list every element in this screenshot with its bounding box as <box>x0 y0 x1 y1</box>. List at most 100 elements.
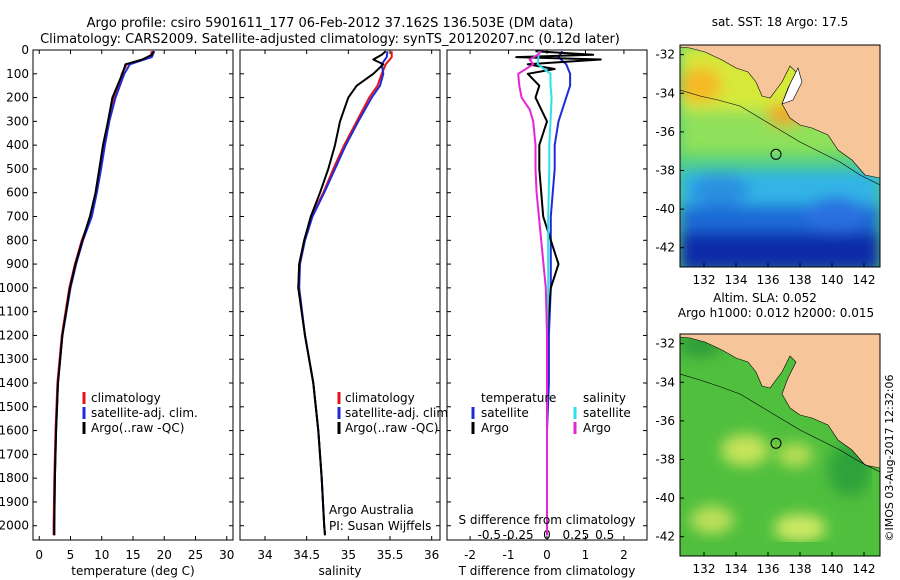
y-tick-label: 100 <box>6 67 29 81</box>
difference-legend: temperature salinity satellite Argo sate… <box>471 391 631 435</box>
legend-label-argo: Argo(..raw -QC) <box>91 421 184 435</box>
sst-isobath <box>680 89 880 186</box>
figure-title-line1: Argo profile: csiro 5901611_177 06-Feb-2… <box>87 16 574 31</box>
map-y-tick-label: -32 <box>655 337 675 351</box>
sla-map-image <box>680 334 880 556</box>
temperature-panel: 0 5 10 15 20 25 300100200300400500600700800900… <box>0 43 234 578</box>
map-y-tick-label: -42 <box>655 530 675 544</box>
salinity-x-axis-label: salinity <box>318 564 361 578</box>
difference-series-group <box>515 50 602 536</box>
x-tick-label: 35 <box>341 548 356 562</box>
temperature-series-group <box>52 50 156 536</box>
temperature-legend: climatology satellite-adj. clim. Argo(..… <box>82 391 198 435</box>
map-y-tick-label: -38 <box>655 452 675 466</box>
series-line-salinity-argo <box>517 50 548 536</box>
legend-header-temperature: temperature <box>481 391 556 405</box>
y-tick-label: 600 <box>6 186 29 200</box>
y-tick-label: 1500 <box>0 400 29 414</box>
salinity-series-group <box>297 50 393 536</box>
legend-label-climatology: climatology <box>91 391 161 405</box>
map-y-tick-label: -36 <box>655 125 675 139</box>
salinity-legend: climatology satellite-adj. clim. Argo(..… <box>337 391 452 435</box>
map-x-tick-label: 140 <box>821 273 844 287</box>
sla-yellow-blob <box>721 434 769 466</box>
sla-isobath <box>680 373 880 473</box>
x-tick-label: 35.5 <box>377 548 404 562</box>
y-tick-label: 700 <box>6 210 29 224</box>
map-y-tick-label: -42 <box>655 241 675 255</box>
y-tick-label: 500 <box>6 162 29 176</box>
x-tick-label: 30 <box>219 548 234 562</box>
map-x-tick-label: 140 <box>821 562 844 576</box>
y-tick-label: 1900 <box>0 495 29 509</box>
sla-map-title-line2: Argo h1000: 0.012 h2000: 0.015 <box>678 306 874 320</box>
map-y-tick-label: -38 <box>655 163 675 177</box>
secondary-x-tick-label: -0.5 <box>478 528 501 542</box>
sst-argo-marker <box>770 148 782 160</box>
figure-title-line2: Climatology: CARS2009. Satellite-adjuste… <box>40 32 620 47</box>
temperature-tick-group: 0 5 10 15 20 25 300100200300400500600700800900… <box>0 43 234 562</box>
imos-timestamp: ©IMOS 03-Aug-2017 12:32:06 <box>883 375 896 542</box>
x-tick-label: 34 <box>257 548 272 562</box>
map-y-tick-label: -36 <box>655 414 675 428</box>
x-tick-label: -1 <box>503 548 515 562</box>
temperature-x-axis-label: temperature (deg C) <box>71 564 194 578</box>
sst-tick-group: 132 134 136 138 140 142 -32 -34 -36 -38 -40 -42 <box>655 48 875 287</box>
sst-cold-eddy-2 <box>690 175 750 205</box>
legend-label-temp-argo: Argo <box>481 421 509 435</box>
sla-tick-group: 132 134 136 138 140 142 -32 -34 -36 -38 -40 -42 <box>655 337 875 576</box>
y-tick-label: 1800 <box>0 471 29 485</box>
x-tick-label: 25 <box>188 548 203 562</box>
legend-label-sal-argo: Argo <box>583 421 611 435</box>
difference-x-axis-label: T difference from climatology <box>458 564 636 578</box>
map-y-tick-label: -40 <box>655 491 675 505</box>
sst-map-panel: sat. SST: 18 Argo: 17.5 132 134 136 138 140 1… <box>655 15 881 287</box>
sla-argo-marker <box>770 437 782 449</box>
map-y-tick-label: -32 <box>655 48 675 62</box>
sla-land <box>680 334 880 469</box>
y-tick-label: 1100 <box>0 305 29 319</box>
sla-map-frame <box>679 333 881 557</box>
y-tick-label: 200 <box>6 91 29 105</box>
map-x-tick-label: 132 <box>693 273 716 287</box>
sst-map-frame <box>679 44 881 268</box>
sla-yellow-blob-2 <box>777 443 813 467</box>
legend-label-satellite: satellite-adj. clim. <box>345 406 452 420</box>
legend-label-argo: Argo(..raw -QC) <box>345 421 438 435</box>
x-tick-label: 0 <box>543 548 551 562</box>
x-tick-label: 15 <box>125 548 140 562</box>
sla-map-panel: Altim. SLA: 0.052 Argo h1000: 0.012 h200… <box>655 291 881 576</box>
y-tick-label: 900 <box>6 257 29 271</box>
series-line-argo-raw-qc- <box>297 50 387 536</box>
temperature-axes-frame <box>32 49 234 541</box>
y-tick-label: 1200 <box>0 328 29 342</box>
salinity-axes-frame <box>239 49 441 541</box>
salinity-credit-line1: Argo Australia <box>329 503 414 517</box>
series-line-argo-raw-qc- <box>53 50 155 536</box>
legend-label-temp-satellite: satellite <box>481 406 529 420</box>
sst-map-image <box>680 45 880 267</box>
y-tick-label: 1400 <box>0 376 29 390</box>
y-tick-label: 1300 <box>0 352 29 366</box>
map-x-tick-label: 142 <box>853 562 876 576</box>
y-tick-label: 1000 <box>0 281 29 295</box>
map-x-tick-label: 142 <box>853 273 876 287</box>
map-y-tick-label: -40 <box>655 202 675 216</box>
x-tick-label: 1 <box>582 548 590 562</box>
map-x-tick-label: 134 <box>725 273 748 287</box>
sst-coldest-band <box>680 232 880 267</box>
secondary-x-tick-label: -0.25 <box>503 528 534 542</box>
y-tick-label: 0 <box>21 43 29 57</box>
map-x-tick-label: 138 <box>789 273 812 287</box>
x-tick-label: 20 <box>157 548 172 562</box>
x-tick-label: 34.5 <box>293 548 320 562</box>
y-tick-label: 400 <box>6 138 29 152</box>
sla-map-title-line1: Altim. SLA: 0.052 <box>713 291 817 305</box>
sla-yellow-blob-4 <box>690 506 734 534</box>
legend-label-climatology: climatology <box>345 391 415 405</box>
x-tick-label: 36 <box>424 548 439 562</box>
y-tick-label: 300 <box>6 114 29 128</box>
sst-orange-patch <box>680 67 722 103</box>
y-tick-label: 2000 <box>0 519 29 533</box>
